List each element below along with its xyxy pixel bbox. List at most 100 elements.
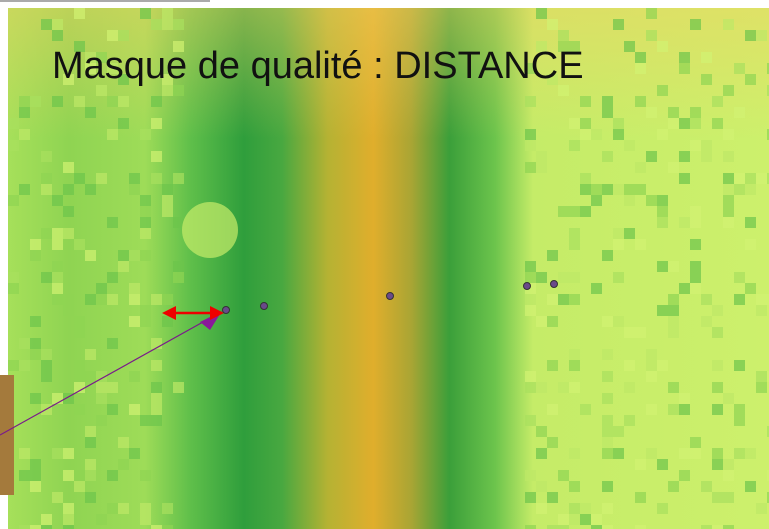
raster-cell <box>107 217 118 228</box>
raster-cell <box>547 250 558 261</box>
raster-cell <box>591 525 602 529</box>
raster-cell <box>74 239 85 250</box>
raster-cell <box>30 481 41 492</box>
raster-cell <box>734 448 745 459</box>
raster-cell <box>118 118 129 129</box>
raster-cell <box>679 173 690 184</box>
sample-point <box>523 282 531 290</box>
raster-cell <box>41 228 52 239</box>
raster-cell <box>569 118 580 129</box>
raster-cell <box>635 184 646 195</box>
raster-cell <box>569 294 580 305</box>
raster-cell <box>712 305 723 316</box>
raster-cell <box>41 360 52 371</box>
raster-cell <box>8 118 19 129</box>
raster-cell <box>767 129 769 140</box>
raster-cell <box>591 195 602 206</box>
raster-cell <box>107 503 118 514</box>
raster-cell <box>679 217 690 228</box>
raster-cell <box>613 272 624 283</box>
raster-cell <box>536 272 547 283</box>
raster-cell <box>690 107 701 118</box>
raster-cell <box>635 52 646 63</box>
raster-cell <box>85 459 96 470</box>
raster-cell <box>107 30 118 41</box>
raster-cell <box>19 470 30 481</box>
raster-cell <box>525 492 536 503</box>
raster-cell <box>635 162 646 173</box>
raster-cell <box>558 294 569 305</box>
raster-cell <box>723 184 734 195</box>
raster-cell <box>613 129 624 140</box>
raster-cell <box>668 404 679 415</box>
raster-cell <box>701 140 712 151</box>
raster-cell <box>657 217 668 228</box>
raster-cell <box>558 30 569 41</box>
raster-cell <box>96 514 107 525</box>
raster-cell <box>613 239 624 250</box>
raster-cell <box>74 41 85 52</box>
raster-cell <box>162 316 173 327</box>
raster-cell <box>547 316 558 327</box>
raster-cell <box>679 151 690 162</box>
raster-cell <box>613 228 624 239</box>
raster-cell <box>723 151 734 162</box>
raster-cell <box>525 525 536 529</box>
raster-cell <box>30 393 41 404</box>
raster-cell <box>635 525 646 529</box>
raster-cell <box>723 195 734 206</box>
raster-cell <box>52 228 63 239</box>
raster-cell <box>525 305 536 316</box>
raster-cell <box>74 8 85 19</box>
raster-cell <box>85 184 96 195</box>
raster-cell <box>63 294 74 305</box>
raster-cell <box>525 272 536 283</box>
raster-cell <box>668 305 679 316</box>
raster-cell <box>668 261 679 272</box>
raster-cell <box>679 63 690 74</box>
raster-cell <box>85 371 96 382</box>
raster-cell <box>635 96 646 107</box>
raster-cell <box>162 74 173 85</box>
raster-cell <box>74 371 85 382</box>
raster-cell <box>547 437 558 448</box>
raster-cell <box>536 426 547 437</box>
raster-cell <box>745 30 756 41</box>
raster-cell <box>151 151 162 162</box>
raster-cell <box>52 30 63 41</box>
raster-cell <box>591 184 602 195</box>
raster-cell <box>63 470 74 481</box>
raster-cell <box>613 316 624 327</box>
raster-cell <box>140 195 151 206</box>
raster-cell <box>690 283 701 294</box>
raster-cell <box>162 19 173 30</box>
raster-cells <box>8 8 769 529</box>
raster-cell <box>558 382 569 393</box>
raster-cell <box>624 327 635 338</box>
raster-cell <box>602 437 613 448</box>
sample-point <box>222 306 230 314</box>
raster-cell <box>63 74 74 85</box>
raster-cell <box>96 294 107 305</box>
raster-cell <box>41 184 52 195</box>
raster-cell <box>602 525 613 529</box>
raster-cell <box>657 261 668 272</box>
raster-cell <box>602 250 613 261</box>
raster-cell <box>767 294 769 305</box>
raster-cell <box>569 481 580 492</box>
raster-cell <box>74 470 85 481</box>
raster-cell <box>657 85 668 96</box>
raster-cell <box>536 382 547 393</box>
raster-cell <box>613 184 624 195</box>
raster-cell <box>63 162 74 173</box>
raster-cell <box>657 503 668 514</box>
raster-cell <box>558 206 569 217</box>
raster-cell <box>767 426 769 437</box>
raster-cell <box>558 41 569 52</box>
raster-cell <box>723 129 734 140</box>
raster-cell <box>118 437 129 448</box>
raster-cell <box>624 140 635 151</box>
raster-cell <box>74 481 85 492</box>
raster-cell <box>140 217 151 228</box>
